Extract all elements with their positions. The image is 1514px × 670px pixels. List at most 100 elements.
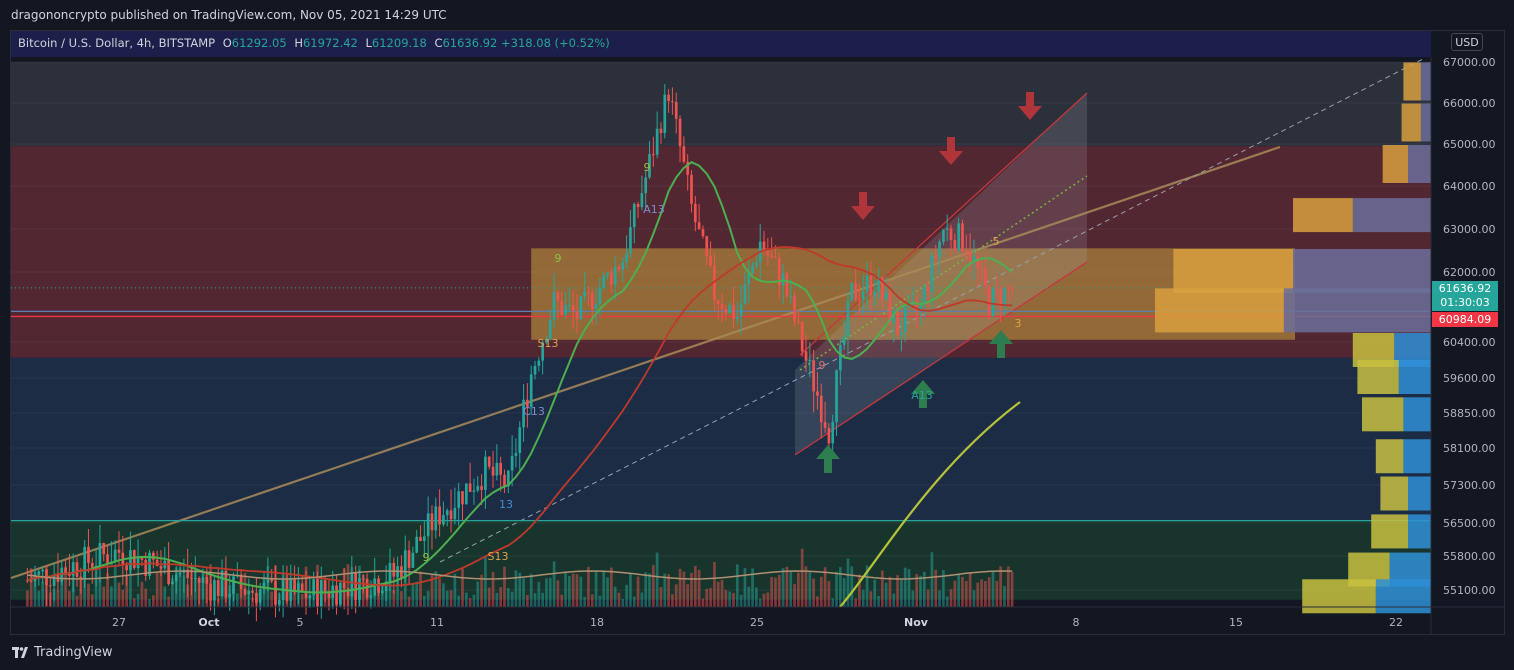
candle-body [961, 223, 964, 252]
volume-bar [980, 579, 983, 607]
volume-bar [365, 587, 369, 607]
volume-bar [709, 587, 712, 607]
channel-lower-line [794, 261, 1088, 456]
volume-bar [358, 565, 361, 607]
candle-body [491, 466, 495, 476]
volume-profile-bar-buy [1403, 397, 1431, 432]
candle-body [300, 583, 304, 592]
time-axis-tick: 22 [1389, 616, 1403, 629]
price-axis-tick: 57300.00 [1443, 479, 1496, 492]
candle-body [125, 565, 128, 571]
candle-body [884, 292, 888, 300]
candle-body [659, 128, 663, 134]
volume-bar [327, 591, 331, 607]
volume-profile-bar-buy [1352, 198, 1431, 233]
volume-bar [442, 583, 445, 607]
annotation-label: 9 [819, 359, 826, 372]
volume-bar [648, 573, 651, 607]
candle-body [499, 462, 503, 475]
price-axis-tick: 60400.00 [1443, 336, 1496, 349]
candle-body [575, 311, 579, 319]
candle-body [774, 256, 777, 258]
candle-body [144, 559, 148, 576]
candle-body [770, 255, 773, 257]
volume-bar [785, 566, 789, 607]
candle-body [52, 574, 56, 586]
candle-body [152, 552, 155, 560]
candle-body [667, 94, 670, 102]
candle-body [556, 292, 560, 301]
candle-body [644, 177, 648, 194]
candle-body [106, 554, 109, 565]
volume-bar [129, 569, 132, 607]
volume-bar [758, 598, 762, 607]
volume-bar [415, 581, 419, 607]
volume-bar [903, 567, 907, 607]
volume-average-line [27, 570, 1013, 580]
candle-body [140, 556, 144, 560]
volume-bar [205, 573, 209, 607]
tradingview-logo-icon [12, 646, 28, 659]
price-axis-tick: 66000.00 [1443, 97, 1496, 110]
candle-body [953, 240, 957, 250]
volume-bar [693, 565, 697, 607]
volume-bar [701, 598, 705, 607]
volume-bar [713, 561, 716, 607]
volume-bar [682, 571, 686, 607]
volume-bar [942, 570, 945, 607]
candle-body [629, 227, 632, 254]
volume-bar [37, 590, 41, 607]
candle-body [942, 229, 945, 242]
volume-bar [323, 588, 327, 607]
volume-bar [770, 577, 773, 607]
volume-bar [651, 565, 655, 607]
candle-body [777, 257, 781, 286]
time-axis-tick: 5 [297, 616, 304, 629]
candle-body [724, 309, 728, 313]
volume-bar [400, 591, 403, 607]
arrow-up-icon [989, 330, 1013, 358]
volume-bar [274, 565, 277, 607]
volume-bar [304, 566, 308, 607]
volume-bar [831, 598, 835, 607]
volume-bar [239, 581, 243, 607]
volume-bar [331, 595, 335, 607]
price-axis-tick: 58850.00 [1443, 407, 1496, 420]
candle-body [419, 536, 422, 541]
volume-bar [934, 569, 938, 607]
candle-body [552, 292, 556, 320]
annotation-label: 9 [644, 161, 651, 174]
candle-body [739, 304, 743, 317]
candle-body [888, 292, 892, 324]
candle-body [705, 236, 709, 257]
candle-body [755, 262, 758, 266]
candle-body [220, 570, 224, 597]
arrow-up-icon [816, 445, 840, 473]
volume-bar [335, 598, 338, 607]
candle-body [445, 510, 449, 516]
volume-bar [686, 584, 690, 607]
candle-body [430, 513, 434, 531]
volume-bar [632, 596, 636, 607]
volume-bar [224, 573, 228, 607]
volume-bar [964, 581, 968, 607]
volume-profile-bar-buy [1420, 103, 1431, 142]
volume-bar [373, 586, 377, 607]
volume-bar [361, 574, 365, 607]
chart-frame[interactable] [10, 30, 1505, 635]
published-info: dragononcrypto published on TradingView.… [11, 8, 447, 22]
symbol-legend[interactable]: Bitcoin / U.S. Dollar, 4h, BITSTAMP O612… [18, 36, 610, 50]
candle-body [117, 549, 121, 553]
candle-body [48, 585, 52, 587]
currency-button[interactable]: USD [1451, 33, 1483, 51]
volume-bar [71, 576, 75, 607]
candle-body [991, 288, 995, 316]
volume-bar [537, 581, 541, 607]
time-axis-tick: 11 [430, 616, 444, 629]
candle-body [1010, 287, 1014, 289]
volume-profile-bar-buy [1398, 360, 1431, 394]
candle-body [602, 275, 606, 289]
volume-bar [865, 565, 869, 607]
volume-bar [369, 580, 373, 607]
